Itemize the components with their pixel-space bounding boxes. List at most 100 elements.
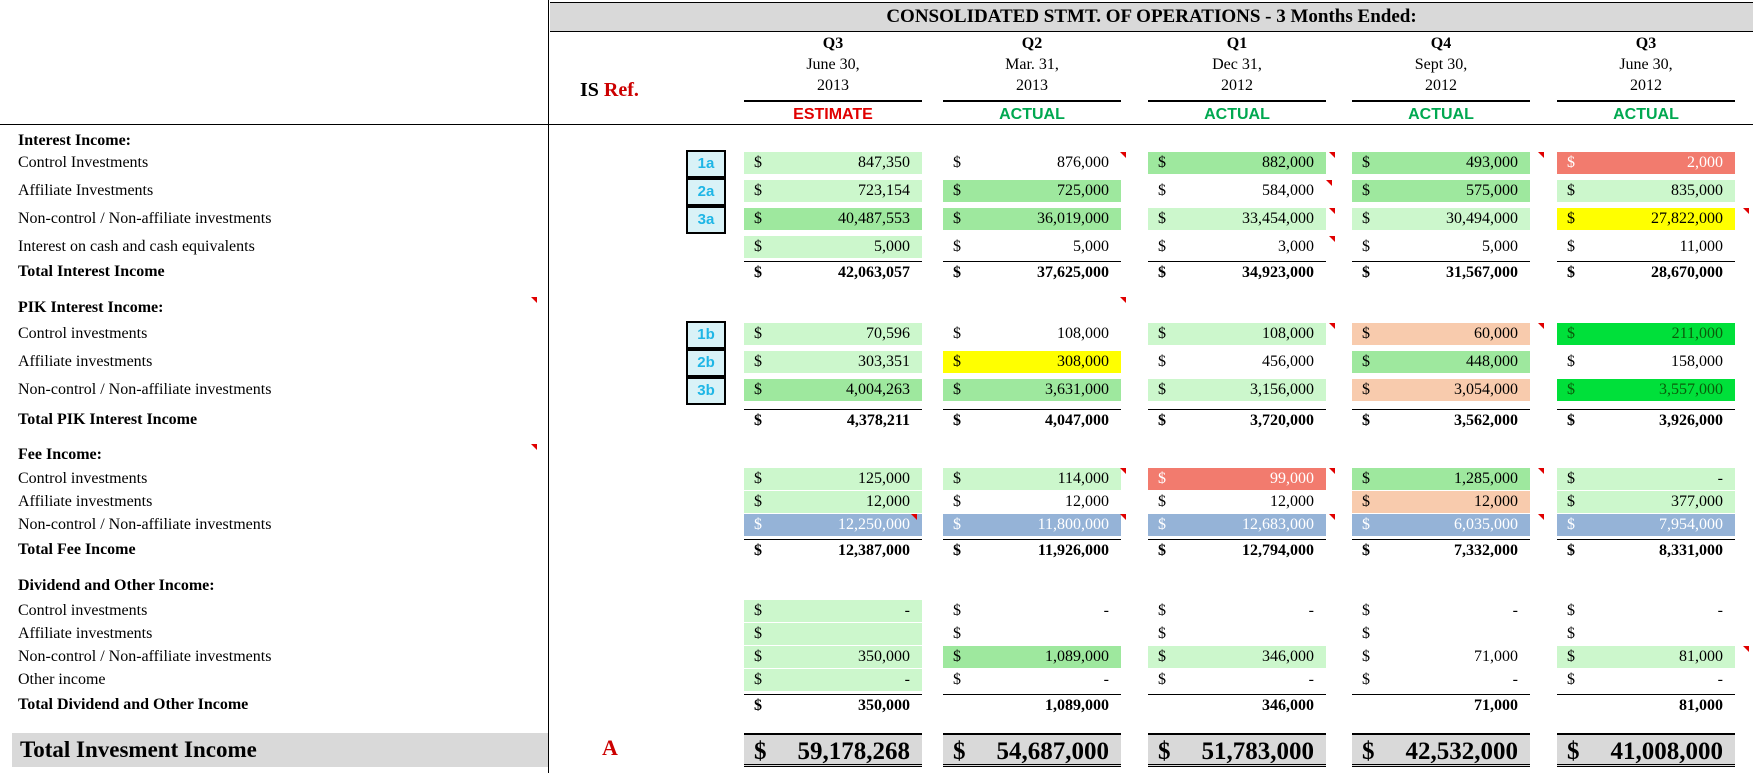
- currency-symbol: $: [1158, 154, 1166, 171]
- value-cell: $125,000: [744, 468, 922, 490]
- cell-value: 3,000: [1278, 238, 1314, 255]
- total-cell: $42,063,057: [744, 261, 922, 283]
- currency-symbol: $: [754, 154, 762, 171]
- value-cell: $40,487,553: [744, 208, 922, 230]
- cell-value: 33,454,000: [1242, 210, 1314, 227]
- currency-symbol: $: [1158, 381, 1166, 398]
- column-status: ACTUAL: [943, 100, 1121, 125]
- cell-value: 12,387,000: [838, 542, 910, 559]
- value-cell: $5,000: [1352, 236, 1530, 258]
- cell-value: 81,000: [1679, 648, 1723, 665]
- currency-symbol: $: [754, 210, 762, 227]
- cell-value: 5,000: [1073, 238, 1109, 255]
- total-cell: 81,000: [1557, 694, 1735, 716]
- currency-symbol: $: [1567, 154, 1575, 171]
- total-cell: $3,720,000: [1148, 409, 1326, 431]
- value-cell: $ -: [943, 600, 1121, 622]
- comment-indicator: [1120, 514, 1126, 520]
- value-cell: $725,000: [943, 180, 1121, 202]
- cell-value: 5,000: [1482, 238, 1518, 255]
- value-cell: $493,000: [1352, 152, 1530, 174]
- value-cell: $723,154: [744, 180, 922, 202]
- cell-value: 51,783,000: [1201, 738, 1315, 765]
- currency-symbol: $: [953, 493, 961, 510]
- currency-symbol: $: [1362, 470, 1370, 487]
- total-cell: $12,794,000: [1148, 539, 1326, 561]
- currency-symbol: $: [953, 325, 961, 342]
- currency-symbol: $: [1362, 648, 1370, 665]
- cell-value: -: [1308, 602, 1314, 619]
- comment-indicator: [1120, 468, 1126, 474]
- value-cell: $882,000: [1148, 152, 1326, 174]
- value-cell: $575,000: [1352, 180, 1530, 202]
- column-year: 2012: [1425, 77, 1457, 94]
- cell-value: 42,532,000: [1405, 738, 1519, 765]
- value-cell: $346,000: [1148, 646, 1326, 668]
- currency-symbol: $: [1158, 325, 1166, 342]
- value-cell: $11,000: [1557, 236, 1735, 258]
- currency-symbol: $: [1567, 602, 1575, 619]
- is-ref-badge[interactable]: 2a: [686, 178, 726, 206]
- section-heading: Fee Income:: [18, 446, 102, 463]
- is-ref-badge[interactable]: 1b: [686, 321, 726, 349]
- currency-symbol: $: [754, 182, 762, 199]
- comment-indicator: [1326, 180, 1332, 186]
- value-cell: $ -: [1557, 669, 1735, 691]
- total-cell: $37,625,000: [943, 261, 1121, 283]
- comment-indicator: [911, 514, 917, 520]
- currency-symbol: $: [953, 154, 961, 171]
- currency-symbol: $: [754, 602, 762, 619]
- currency-symbol: $: [953, 210, 961, 227]
- total-cell: $34,923,000: [1148, 261, 1326, 283]
- cell-value: 350,000: [858, 697, 910, 714]
- is-ref-badge[interactable]: 3b: [686, 377, 726, 405]
- currency-symbol: $: [754, 671, 762, 688]
- currency-symbol: $: [1158, 602, 1166, 619]
- cell-value: 456,000: [1262, 353, 1314, 370]
- value-cell: $114,000: [943, 468, 1121, 490]
- cell-value: -: [1717, 602, 1723, 619]
- currency-symbol: $: [754, 493, 762, 510]
- cell-value: 493,000: [1466, 154, 1518, 171]
- is-ref-badge[interactable]: 2b: [686, 349, 726, 377]
- is-ref-badge[interactable]: 3a: [686, 206, 726, 234]
- row-label: Non-control / Non-affiliate investments: [18, 516, 272, 533]
- currency-symbol: $: [1158, 493, 1166, 510]
- currency-symbol: $: [754, 625, 762, 642]
- comment-indicator: [531, 444, 537, 450]
- total-cell: 346,000: [1148, 694, 1326, 716]
- currency-symbol: $: [754, 470, 762, 487]
- column-status: ESTIMATE: [744, 100, 922, 125]
- value-cell: $: [744, 623, 922, 645]
- currency-symbol: $: [953, 182, 961, 199]
- cell-value: 3,557,000: [1659, 381, 1723, 398]
- cell-value: 725,000: [1057, 182, 1109, 199]
- currency-symbol: $: [1158, 542, 1166, 559]
- is-ref-prefix: IS: [580, 79, 599, 101]
- cell-value: 6,035,000: [1454, 516, 1518, 533]
- comment-indicator: [1329, 152, 1335, 158]
- value-cell: $99,000: [1148, 468, 1326, 490]
- row-label: Affiliate investments: [18, 625, 153, 642]
- cell-value: 882,000: [1262, 154, 1314, 171]
- cell-value: 3,562,000: [1454, 412, 1518, 429]
- cell-value: -: [1103, 671, 1109, 688]
- value-cell: $3,054,000: [1352, 379, 1530, 401]
- cell-value: 448,000: [1466, 353, 1518, 370]
- is-ref-badge[interactable]: 1a: [686, 150, 726, 178]
- is-ref-header: IS Ref.: [580, 79, 639, 102]
- grand-total-cell: $51,783,000: [1148, 733, 1326, 767]
- currency-symbol: $: [953, 738, 966, 765]
- value-cell: $1,285,000: [1352, 468, 1530, 490]
- currency-symbol: $: [1362, 412, 1370, 429]
- value-cell: $876,000: [943, 152, 1121, 174]
- comment-indicator: [1329, 208, 1335, 214]
- value-cell: $377,000: [1557, 491, 1735, 513]
- statement-title: CONSOLIDATED STMT. OF OPERATIONS - 3 Mon…: [550, 2, 1753, 32]
- row-label: Interest on cash and cash equivalents: [18, 238, 255, 255]
- value-cell: $71,000: [1352, 646, 1530, 668]
- currency-symbol: $: [953, 412, 961, 429]
- currency-symbol: $: [1362, 238, 1370, 255]
- currency-symbol: $: [953, 470, 961, 487]
- value-cell: $5,000: [943, 236, 1121, 258]
